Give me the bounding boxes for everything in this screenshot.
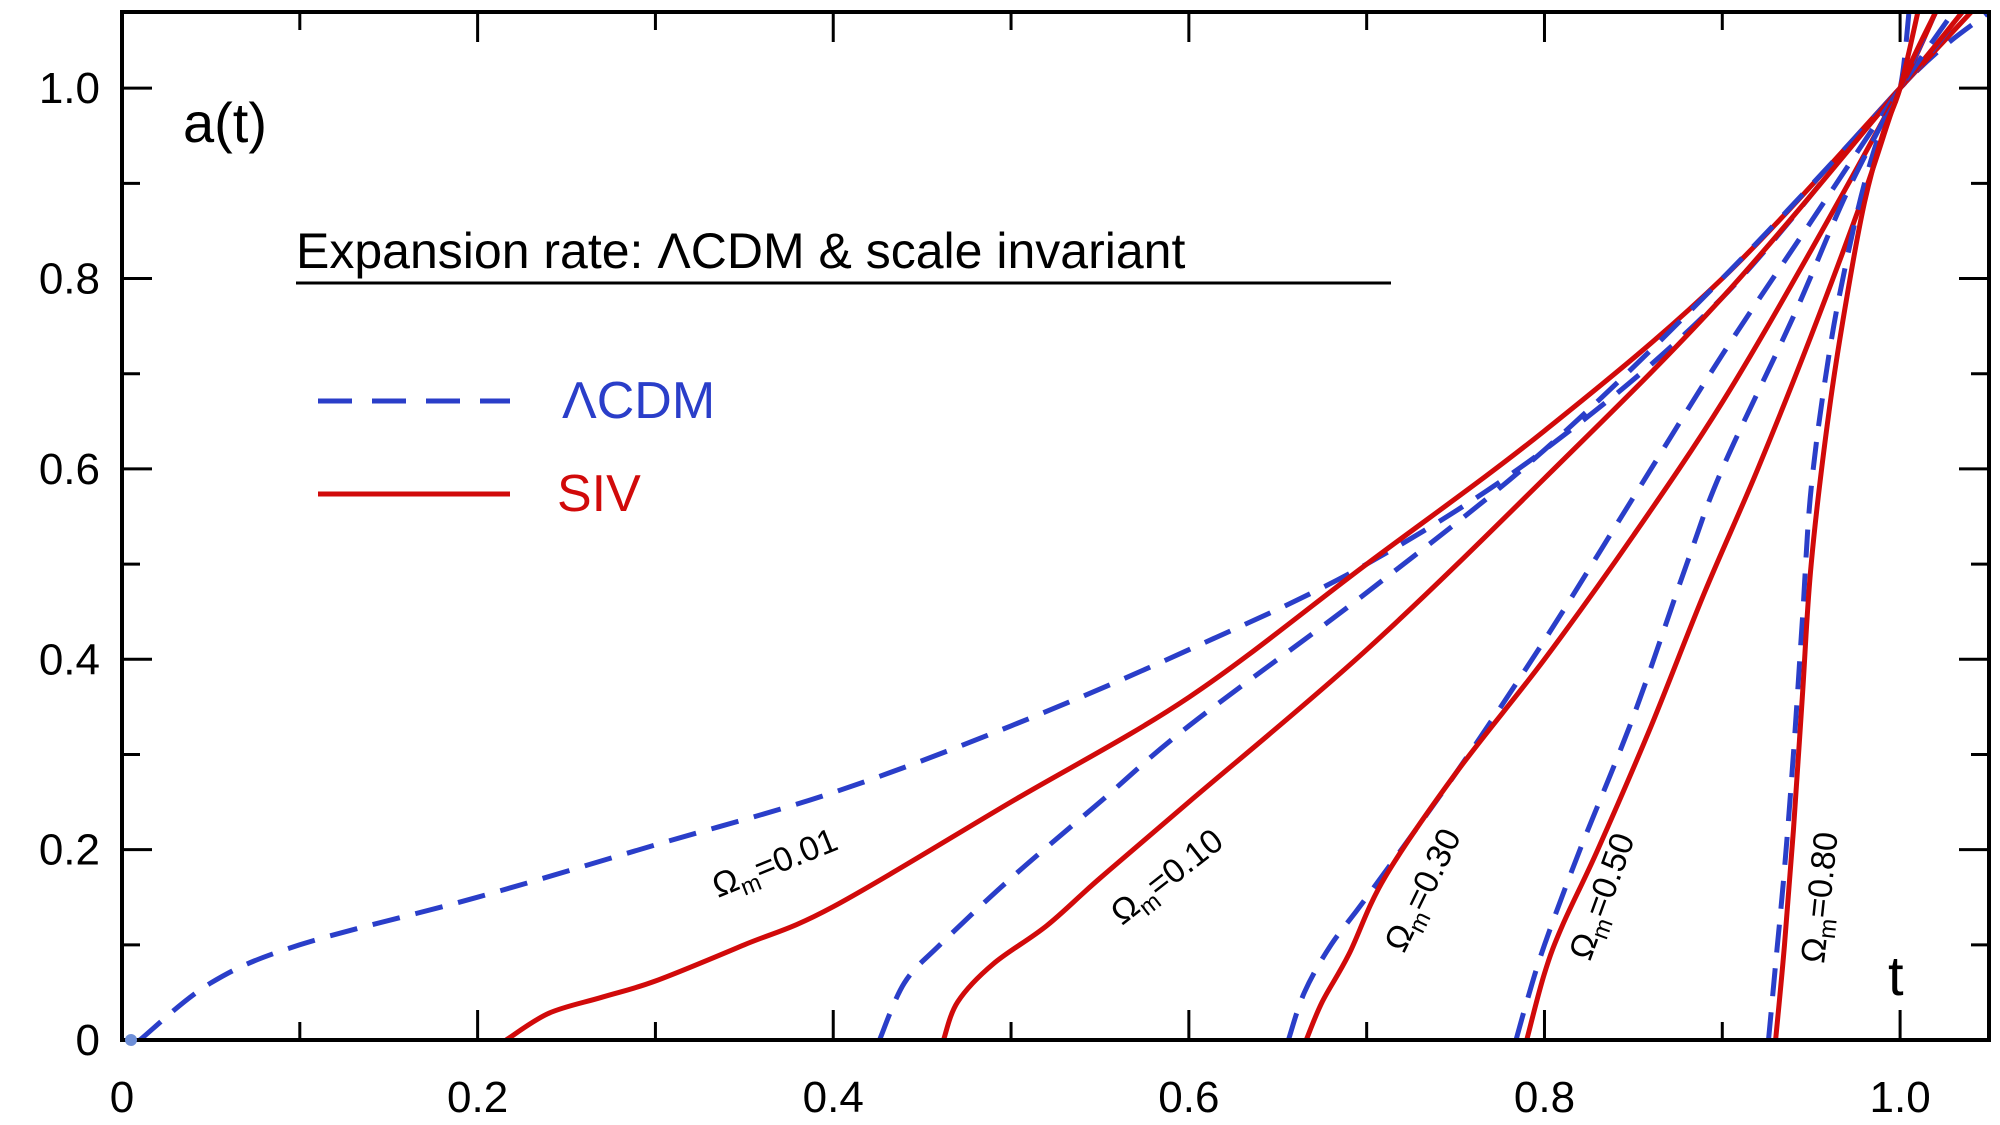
y-tick-label: 0.6 (39, 445, 100, 494)
x-tick-label: 0.2 (447, 1073, 508, 1122)
plot-frame (120, 10, 1991, 1042)
siv-curve-1 (504, 12, 1974, 1040)
x-tick-label: 1.0 (1870, 1073, 1931, 1122)
curve-label-omega-0.10: Ωm=0.10 (1104, 821, 1235, 937)
lcdm-curve-2 (877, 12, 1965, 1040)
x-tick-label: 0.6 (1158, 1073, 1219, 1122)
legend-siv-label: SIV (557, 465, 641, 523)
y-tick-label: 1.0 (39, 64, 100, 113)
y-tick-label: 0.4 (39, 635, 100, 684)
curves (138, 12, 1989, 1040)
y-tick-label: 0 (76, 1016, 100, 1065)
tick-marks (120, 12, 1989, 1042)
origin-marker (125, 1034, 137, 1046)
lcdm-curve-4 (1286, 12, 1956, 1040)
legend-lcdm-label: ΛCDM (562, 372, 715, 430)
x-axis-label: t (1888, 944, 1904, 1007)
y-axis-label: a(t) (183, 91, 267, 154)
tick-labels: 0 0.2 0.4 0.6 0.8 1.0 0 0.2 0.4 0.6 0.8 1.0 (39, 64, 1931, 1122)
siv-curve-5 (1303, 12, 1938, 1040)
curve-label-omega-0.30: Ωm=0.30 (1377, 823, 1474, 960)
lcdm-curve-6 (1513, 12, 1938, 1040)
siv-curve-9 (1773, 12, 1921, 1040)
x-tick-label: 0 (110, 1073, 134, 1122)
x-tick-label: 0.4 (803, 1073, 864, 1122)
y-tick-label: 0.2 (39, 826, 100, 875)
siv-curve-3 (941, 12, 1965, 1040)
chart-title: Expansion rate: ΛCDM & scale invariant (296, 223, 1185, 279)
curve-labels: Ωm=0.01 Ωm=0.10 Ωm=0.30 Ωm=0.50 Ωm=0.80 (707, 821, 1851, 965)
lcdm-curve-0 (138, 12, 1989, 1040)
x-tick-label: 0.8 (1514, 1073, 1575, 1122)
curve-label-omega-0.80: Ωm=0.80 (1794, 830, 1851, 965)
y-tick-label: 0.8 (39, 255, 100, 304)
curve-label-omega-0.01: Ωm=0.01 (707, 821, 845, 911)
legend: ΛCDM SIV (318, 372, 715, 523)
